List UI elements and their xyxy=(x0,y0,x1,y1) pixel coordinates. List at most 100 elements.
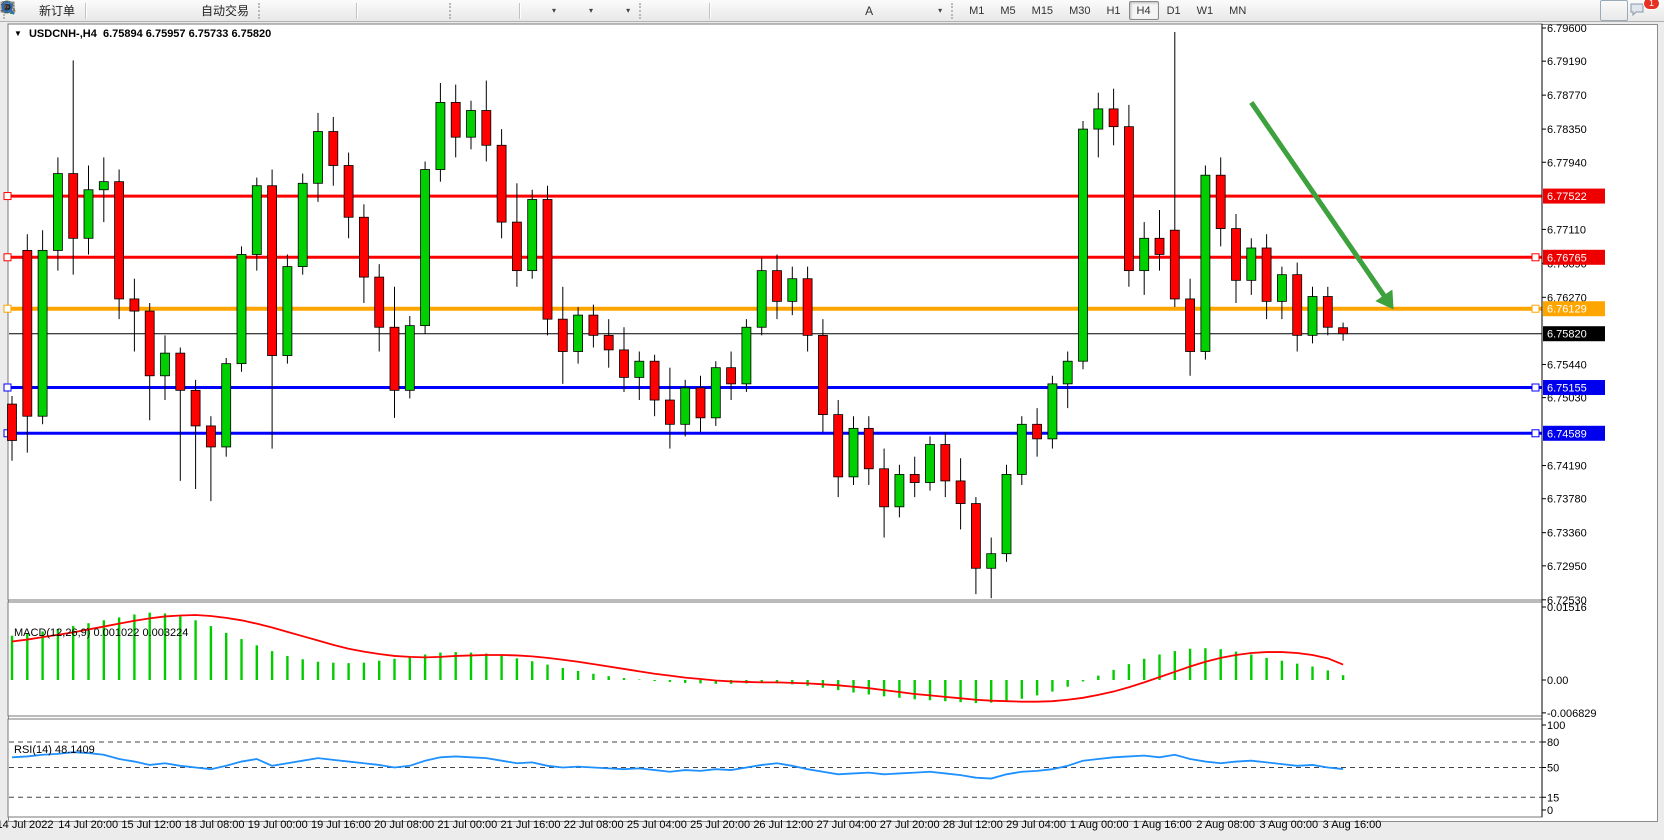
auto-scroll-button[interactable] xyxy=(0,0,515,21)
auto-scroll-icon xyxy=(0,1,509,19)
price-badge-label: 6.75820 xyxy=(1547,329,1587,341)
zoom-in-button[interactable] xyxy=(1,0,390,21)
main-panel xyxy=(7,23,1543,601)
tile-windows-icon xyxy=(1,2,440,19)
new-chart-button[interactable]: ▾ xyxy=(1,0,562,21)
label-tool-button[interactable]: T xyxy=(0,0,911,21)
candlestick-chart-button[interactable] xyxy=(1,0,324,21)
gold-chart-button[interactable] xyxy=(0,0,119,21)
channel-tool-button[interactable]: E xyxy=(0,0,827,21)
time-axis-label: 21 Jul 16:00 xyxy=(501,819,561,831)
macd-layer xyxy=(10,612,1345,704)
tile-windows-button[interactable] xyxy=(1,0,446,21)
hline-left-handle[interactable] xyxy=(3,304,12,313)
candlestick-chart-icon xyxy=(1,1,318,19)
new-chart-dropdown-arrow[interactable]: ▾ xyxy=(552,6,557,15)
arrows-tool-button[interactable]: ▾ xyxy=(3,0,948,21)
rsi-line xyxy=(11,751,1344,780)
signals-button[interactable] xyxy=(0,0,175,21)
notifications-button[interactable]: 1 xyxy=(1628,0,1660,21)
new-order-icon xyxy=(0,1,35,19)
candle xyxy=(772,270,782,302)
price-tick-label: 6.77110 xyxy=(1547,224,1586,236)
trendline-icon xyxy=(1,1,793,19)
profile-button[interactable] xyxy=(0,0,147,21)
candle xyxy=(1292,274,1303,336)
price-badge-label: 6.76765 xyxy=(1547,252,1587,264)
rsi-tick-label: 50 xyxy=(1547,763,1559,775)
price-badge-label: 6.75155 xyxy=(1547,383,1587,395)
periods-dropdown-arrow[interactable]: ▾ xyxy=(589,6,594,15)
candle xyxy=(7,403,17,441)
candle xyxy=(328,131,339,166)
candle xyxy=(129,298,140,312)
indicators-dropdown-arrow[interactable]: ▾ xyxy=(626,6,631,15)
candle xyxy=(282,266,293,356)
time-axis-label: 3 Aug 00:00 xyxy=(1259,819,1318,831)
price-tick-label: 6.75030 xyxy=(1547,393,1587,405)
time-axis-label: 1 Aug 16:00 xyxy=(1133,819,1192,831)
candle xyxy=(53,173,63,251)
fibonacci-icon: F xyxy=(1,2,849,19)
hline-right-handle[interactable] xyxy=(1531,429,1540,438)
candle xyxy=(1032,423,1042,440)
candle xyxy=(726,367,736,385)
price-badge-label: 6.76129 xyxy=(1547,304,1587,316)
zoom-out-icon xyxy=(1,1,412,19)
timeframe-m30[interactable]: M30 xyxy=(1069,4,1091,17)
chart-shift-icon xyxy=(0,1,481,19)
timeframe-w1[interactable]: W1 xyxy=(1196,4,1214,17)
timeframe-m1[interactable]: M1 xyxy=(969,4,985,17)
zoom-out-button[interactable] xyxy=(1,0,418,21)
candle xyxy=(68,173,79,239)
candle xyxy=(1139,237,1150,272)
price-chart-svg[interactable]: 6.79600 6.79190 6.78770 6.78350 6.77940 6.771… xyxy=(0,22,1664,836)
vertical-line-tool-button[interactable] xyxy=(4,0,743,21)
hline-left-handle[interactable] xyxy=(3,253,12,262)
hline-left-handle[interactable] xyxy=(3,192,12,201)
trendline-tool-button[interactable] xyxy=(1,0,799,21)
candle xyxy=(986,553,997,569)
line-chart-button[interactable] xyxy=(0,0,352,21)
label-icon: T xyxy=(0,1,905,19)
hline-right-handle[interactable] xyxy=(1531,253,1540,262)
timeframe-m5[interactable]: M5 xyxy=(1000,4,1016,17)
time-axis-label: 25 Jul 04:00 xyxy=(627,819,687,831)
search-button[interactable] xyxy=(1,0,1628,21)
chart-shift-button[interactable] xyxy=(0,0,487,21)
candle xyxy=(1093,108,1104,130)
text-tool-button[interactable]: A xyxy=(855,0,883,21)
periods-button[interactable]: ▾ xyxy=(1,0,599,21)
crosshair-tool-button[interactable] xyxy=(1,0,705,21)
arrows-dropdown-arrow[interactable]: ▾ xyxy=(938,6,943,15)
timeframe-m15[interactable]: M15 xyxy=(1031,4,1054,17)
candle xyxy=(1307,296,1318,336)
candle xyxy=(435,102,446,170)
chart-window[interactable]: ▼ USDCNH-,H4 6.75894 6.75957 6.75733 6.7… xyxy=(0,22,1664,836)
timeframe-h4[interactable]: H4 xyxy=(1128,1,1159,20)
hline-right-handle[interactable] xyxy=(1531,304,1540,313)
timeframe-h1[interactable]: H1 xyxy=(1106,4,1121,17)
bar-chart-button[interactable] xyxy=(1,0,296,21)
candle xyxy=(37,250,48,417)
horizontal-line-tool-button[interactable] xyxy=(1,0,771,21)
candle xyxy=(818,334,828,415)
search-icon xyxy=(1,1,1622,19)
price-tick-label: 6.78770 xyxy=(1547,90,1587,102)
candle xyxy=(848,427,859,478)
timeframe-d1[interactable]: D1 xyxy=(1166,4,1181,17)
trend-arrow-annotation[interactable] xyxy=(1249,100,1388,300)
new-order-button[interactable]: 新订单 xyxy=(0,0,81,21)
hline-left-handle[interactable] xyxy=(3,383,12,392)
autotrading-button[interactable]: 自动交易 xyxy=(1,0,255,21)
timeframe-mn[interactable]: MN xyxy=(1229,4,1247,17)
time-axis-label: 3 Aug 16:00 xyxy=(1323,819,1382,831)
candle xyxy=(297,182,308,267)
cursor-tool-button[interactable] xyxy=(2,0,677,21)
hline-right-handle[interactable] xyxy=(1531,383,1540,392)
candle xyxy=(343,165,354,218)
time-axis-label: 27 Jul 04:00 xyxy=(817,819,877,831)
fibonacci-tool-button[interactable]: F xyxy=(1,0,855,21)
indicators-button[interactable]: ▾ xyxy=(0,0,636,21)
time-axis-label: 19 Jul 16:00 xyxy=(311,819,371,831)
